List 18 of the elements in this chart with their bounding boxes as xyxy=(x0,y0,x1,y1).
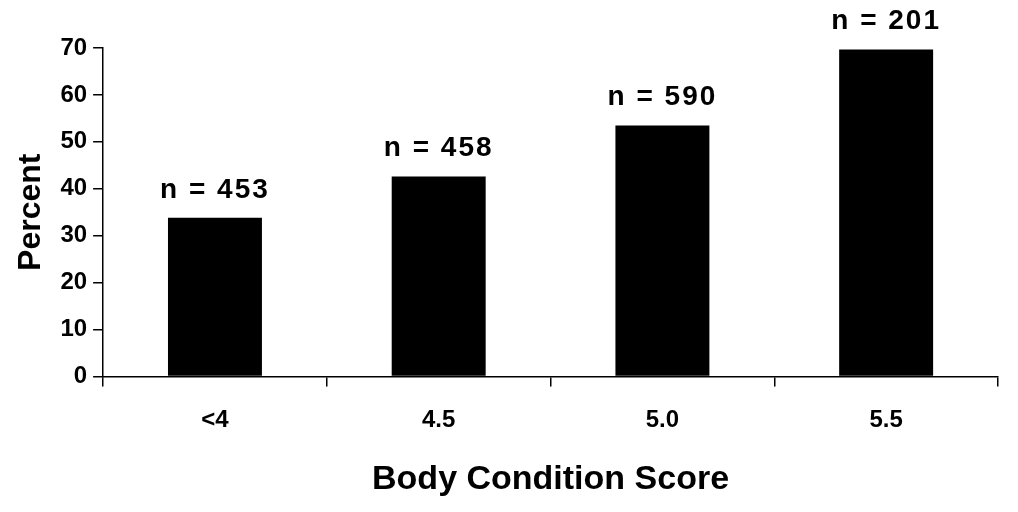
y-tick-label: 30 xyxy=(60,220,88,248)
x-tick-label: 4.5 xyxy=(422,405,456,433)
x-tick-label: 5.5 xyxy=(869,405,903,433)
x-tick-label: <4 xyxy=(201,405,230,433)
y-tick-label: 50 xyxy=(60,126,88,154)
x-axis-title: Body Condition Score xyxy=(372,457,730,496)
y-axis-title: Percent xyxy=(11,153,48,271)
y-tick-label: 40 xyxy=(60,173,88,201)
annotation: n = 458 xyxy=(383,131,494,163)
y-tick-label: 0 xyxy=(73,361,88,389)
annotation: n = 453 xyxy=(160,172,270,204)
annotation: n = 590 xyxy=(607,80,718,112)
y-tick-label: 20 xyxy=(60,267,88,295)
annotation: n = 201 xyxy=(831,4,941,36)
y-tick-label: 10 xyxy=(60,314,88,342)
x-tick-label: 5.0 xyxy=(645,405,680,433)
y-tick-label: 60 xyxy=(60,79,88,107)
y-tick-label: 70 xyxy=(60,32,88,60)
